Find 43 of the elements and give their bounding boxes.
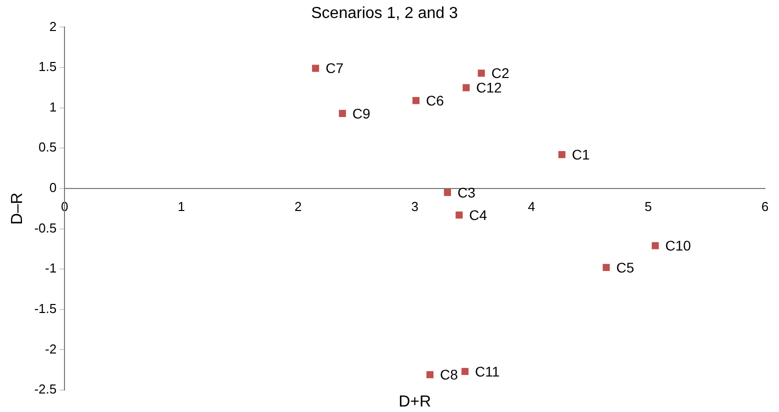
- annotation: C4: [469, 206, 488, 223]
- annotation: C1: [572, 146, 590, 162]
- x-tick-label: 1: [178, 198, 185, 214]
- annotation: C8: [440, 366, 458, 383]
- point: [478, 70, 485, 77]
- y-tick-label: 0.5: [38, 140, 57, 155]
- annotation: C5: [616, 259, 634, 276]
- annotation: C6: [426, 92, 444, 108]
- annotation: C9: [352, 105, 371, 122]
- point: [426, 371, 434, 378]
- annotation: C3: [457, 184, 476, 200]
- y-axis-title: D–R: [9, 192, 26, 225]
- annotation: C10: [665, 238, 692, 254]
- point: [456, 212, 463, 219]
- y-tick-label: -1.5: [34, 300, 57, 316]
- point: [412, 97, 420, 104]
- point: [461, 368, 469, 375]
- y-tick-label: -2.5: [34, 382, 57, 397]
- point: [558, 151, 566, 158]
- x-tick-label: 6: [761, 198, 769, 214]
- y-tick-label: 1: [49, 99, 57, 114]
- point: [652, 242, 659, 250]
- y-tick-label: -1: [45, 260, 57, 276]
- point: [462, 84, 470, 92]
- y-tick-label: -2: [45, 341, 57, 356]
- annotation: C2: [491, 65, 510, 82]
- point: [312, 64, 320, 72]
- annotation: C7: [326, 60, 344, 76]
- x-tick-label: 4: [528, 198, 536, 214]
- y-tick-label: -0.5: [34, 220, 57, 236]
- y-tick-label: 2: [49, 18, 57, 34]
- point: [602, 264, 610, 271]
- x-tick-label: 5: [644, 198, 652, 214]
- point: [338, 110, 346, 117]
- point: [444, 188, 452, 196]
- x-axis-title: D+R: [398, 393, 432, 410]
- annotation: C12: [476, 80, 502, 96]
- y-tick-label: 0: [49, 180, 57, 196]
- x-tick-label: 3: [411, 198, 418, 214]
- y-tick-label: 1.5: [38, 59, 57, 74]
- x-tick-label: 2: [294, 198, 302, 214]
- annotation: C11: [474, 363, 500, 380]
- chart-title: Scenarios 1, 2 and 3: [311, 5, 458, 22]
